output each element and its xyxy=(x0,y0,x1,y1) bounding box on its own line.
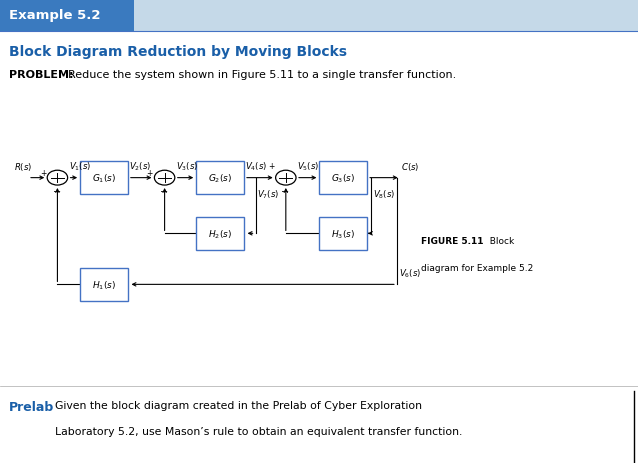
Text: Given the block diagram created in the Prelab of Cyber Exploration: Given the block diagram created in the P… xyxy=(55,400,422,411)
Bar xyxy=(80,162,128,195)
Bar xyxy=(0,0,638,31)
Text: Block Diagram Reduction by Moving Blocks: Block Diagram Reduction by Moving Blocks xyxy=(9,45,347,59)
Text: +: + xyxy=(146,168,152,177)
Bar xyxy=(80,268,128,301)
Bar xyxy=(197,217,244,250)
Circle shape xyxy=(276,171,296,186)
Text: $R(s)$: $R(s)$ xyxy=(14,161,33,173)
Text: PROBLEM:: PROBLEM: xyxy=(9,70,73,80)
Text: $G_1(s)$: $G_1(s)$ xyxy=(92,172,116,184)
Text: $G_3(s)$: $G_3(s)$ xyxy=(331,172,355,184)
Bar xyxy=(320,217,367,250)
Text: $V_6(s)$: $V_6(s)$ xyxy=(399,267,421,279)
Bar xyxy=(320,162,367,195)
Text: $C(s)$: $C(s)$ xyxy=(401,161,420,173)
Circle shape xyxy=(47,171,68,186)
Text: Block: Block xyxy=(484,236,514,245)
Text: $V_3(s)$: $V_3(s)$ xyxy=(176,160,198,173)
Text: $H_3(s)$: $H_3(s)$ xyxy=(331,228,355,240)
Text: $V_8(s)$: $V_8(s)$ xyxy=(373,188,396,201)
Text: Prelab: Prelab xyxy=(9,400,54,413)
Text: Laboratory 5.2, use Mason’s rule to obtain an equivalent transfer function.: Laboratory 5.2, use Mason’s rule to obta… xyxy=(55,426,463,436)
Text: −: − xyxy=(53,187,61,197)
Text: $H_2(s)$: $H_2(s)$ xyxy=(208,228,232,240)
Text: −: − xyxy=(281,187,289,197)
Text: Example 5.2: Example 5.2 xyxy=(9,9,100,22)
Text: diagram for Example 5.2: diagram for Example 5.2 xyxy=(421,263,533,272)
Text: +: + xyxy=(268,162,274,171)
Bar xyxy=(197,162,244,195)
Text: $V_7(s)$: $V_7(s)$ xyxy=(257,188,280,201)
Circle shape xyxy=(154,171,175,186)
Text: −: − xyxy=(160,187,168,197)
Text: $G_2(s)$: $G_2(s)$ xyxy=(208,172,232,184)
Text: $V_5(s)$: $V_5(s)$ xyxy=(297,160,320,173)
Text: $V_4(s)$: $V_4(s)$ xyxy=(245,160,268,173)
Bar xyxy=(0,0,134,31)
Text: $V_1(s)$: $V_1(s)$ xyxy=(69,160,91,173)
Text: $V_2(s)$: $V_2(s)$ xyxy=(129,160,152,173)
Text: FIGURE 5.11: FIGURE 5.11 xyxy=(421,236,484,245)
Text: +: + xyxy=(40,169,47,177)
Text: Reduce the system shown in Figure 5.11 to a single transfer function.: Reduce the system shown in Figure 5.11 t… xyxy=(61,70,457,80)
Text: $H_1(s)$: $H_1(s)$ xyxy=(92,279,116,291)
